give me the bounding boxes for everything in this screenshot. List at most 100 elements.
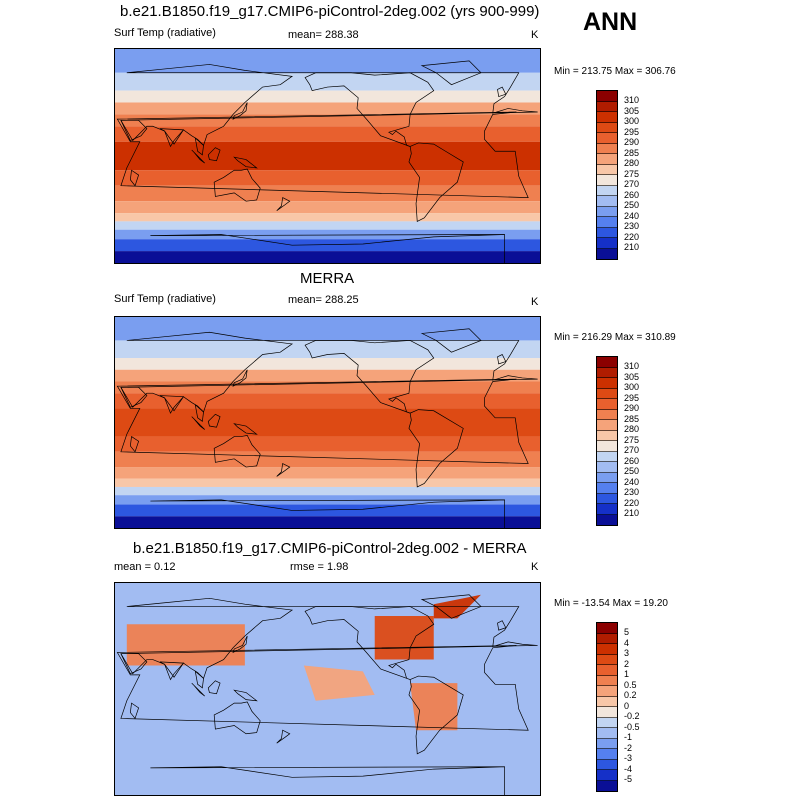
coastline-borneo xyxy=(207,413,221,428)
coastline-newguinea xyxy=(233,423,258,435)
coastline-sumatra xyxy=(191,416,205,430)
panel1-minmax: Min = 213.75 Max = 306.76 xyxy=(554,66,676,77)
colorbar-swatch xyxy=(597,696,617,707)
panel3-rmse-label: rmse = 1.98 xyxy=(290,561,349,573)
colorbar-tick-label: 295 xyxy=(624,126,640,137)
panel2-colorbar xyxy=(596,356,618,526)
coastline-africa xyxy=(116,378,529,464)
coastline-africa xyxy=(116,645,529,731)
coastline-namerica xyxy=(304,606,435,680)
coastline-eurasia xyxy=(120,597,538,680)
coastline-nz xyxy=(276,729,291,744)
coastline-madagascar xyxy=(129,169,140,187)
panel2-minmax: Min = 216.29 Max = 310.89 xyxy=(554,332,676,343)
panel2-map xyxy=(114,316,541,529)
colorbar-tick-label: 2 xyxy=(624,658,630,669)
colorbar-tick-label: 270 xyxy=(624,179,640,189)
colorbar-swatch xyxy=(597,185,617,196)
colorbar-tick-label: 260 xyxy=(624,455,640,466)
panel1-map-canvas xyxy=(115,49,540,263)
colorbar-swatch xyxy=(597,759,617,770)
coastline-sumatra xyxy=(191,682,205,697)
colorbar-swatch xyxy=(597,623,617,634)
colorbar-tick-label: 1 xyxy=(624,669,630,679)
colorbar-tick-label: 0.5 xyxy=(624,679,637,690)
colorbar-swatch xyxy=(597,409,617,420)
colorbar-swatch xyxy=(597,483,617,494)
colorbar-swatch xyxy=(597,707,617,718)
coastline-australia xyxy=(213,701,261,735)
colorbar-swatch xyxy=(597,175,617,186)
colorbar-swatch xyxy=(597,780,617,791)
panel2-map-canvas xyxy=(115,317,540,528)
colorbar-tick-label: 310 xyxy=(624,361,640,371)
coastline-greenland xyxy=(420,60,482,86)
coastline-eurasia xyxy=(120,64,538,146)
colorbar-tick-label: 250 xyxy=(624,466,640,476)
coastline-india xyxy=(159,661,185,681)
panel3-colorbar xyxy=(596,622,618,792)
colorbar-tick-label: 240 xyxy=(624,476,640,487)
colorbar-tick-label: 285 xyxy=(624,147,640,158)
coastline-australia xyxy=(213,434,261,468)
colorbar-tick-label: 305 xyxy=(624,105,640,116)
colorbar-tick-label: -0.2 xyxy=(624,711,640,721)
colorbar-tick-label: 3 xyxy=(624,648,630,658)
colorbar-tick-label: 230 xyxy=(624,221,640,231)
colorbar-tick-label: -1 xyxy=(624,732,633,742)
colorbar-tick-label: 0.2 xyxy=(624,690,637,700)
colorbar-swatch xyxy=(597,472,617,483)
colorbar-tick-label: 270 xyxy=(624,445,640,455)
colorbar-tick-label: 285 xyxy=(624,413,640,424)
coastline-uk xyxy=(497,354,507,365)
colorbar-tick-label: 210 xyxy=(624,508,640,518)
colorbar-tick-label: 290 xyxy=(624,403,640,413)
coastline-india xyxy=(159,395,185,414)
colorbar-tick-label: 275 xyxy=(624,434,640,445)
colorbar-tick-label: 210 xyxy=(624,242,640,252)
coastline-antarctica xyxy=(150,499,505,528)
coastline-newguinea xyxy=(233,156,258,169)
coastline-sumatra xyxy=(191,149,205,164)
coastline-seasia xyxy=(194,137,204,156)
colorbar-swatch xyxy=(597,101,617,112)
colorbar-tick-label: 240 xyxy=(624,210,640,221)
coastline-namerica xyxy=(304,340,435,414)
colorbar-tick-label: -5 xyxy=(624,774,633,784)
colorbar-swatch xyxy=(597,493,617,504)
panel2-title: MERRA xyxy=(300,270,355,287)
colorbar-swatch xyxy=(597,196,617,207)
panel1-map xyxy=(114,48,541,264)
panel2-mean-label: mean= 288.25 xyxy=(288,294,359,306)
colorbar-swatch xyxy=(597,654,617,665)
coastline-antarctica xyxy=(150,766,505,795)
colorbar-swatch xyxy=(597,770,617,781)
colorbar-swatch xyxy=(597,441,617,452)
colorbar-tick-label: 295 xyxy=(624,392,640,403)
colorbar-tick-label: 275 xyxy=(624,168,640,179)
panel3-title: b.e21.B1850.f19_g17.CMIP6-piControl-2deg… xyxy=(133,540,527,557)
panel2-units: K xyxy=(531,296,539,308)
colorbar-tick-label: 280 xyxy=(624,158,640,168)
coastline-uk xyxy=(497,620,507,631)
coastline-samerica xyxy=(408,409,464,488)
colorbar-tick-label: -0.5 xyxy=(624,721,640,732)
colorbar-swatch xyxy=(597,451,617,462)
colorbar-swatch xyxy=(597,217,617,228)
colorbar-swatch xyxy=(597,665,617,676)
colorbar-swatch xyxy=(597,514,617,525)
coastline-japan xyxy=(232,369,248,387)
coastline-madagascar xyxy=(129,702,140,720)
colorbar-swatch xyxy=(597,749,617,760)
panel3-mean-label: mean = 0.12 xyxy=(114,561,176,573)
colorbar-swatch xyxy=(597,154,617,165)
coastline-uk xyxy=(497,86,507,98)
colorbar-tick-label: 260 xyxy=(624,189,640,200)
colorbar-swatch xyxy=(597,367,617,378)
colorbar-tick-label: 290 xyxy=(624,137,640,147)
colorbar-tick-label: 300 xyxy=(624,382,640,392)
coastline-borneo xyxy=(207,680,221,695)
colorbar-tick-label: 230 xyxy=(624,487,640,497)
colorbar-swatch xyxy=(597,378,617,389)
colorbar-swatch xyxy=(597,112,617,123)
